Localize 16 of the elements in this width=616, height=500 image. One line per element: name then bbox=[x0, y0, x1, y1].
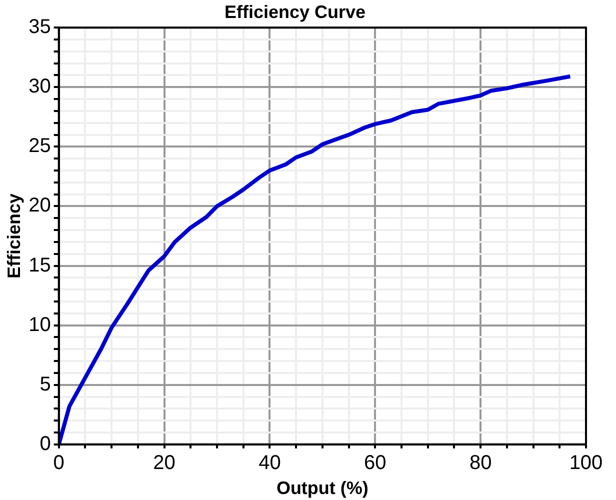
y-tick-label: 20 bbox=[28, 194, 51, 217]
x-tick-label: 80 bbox=[469, 452, 492, 474]
x-axis-title: Output (%) bbox=[276, 478, 368, 498]
x-tick-label: 40 bbox=[258, 452, 281, 474]
y-tick-label: 25 bbox=[28, 135, 51, 158]
y-axis-title: Efficiency bbox=[4, 193, 24, 279]
y-tick-label: 5 bbox=[40, 373, 51, 396]
y-tick-label: 10 bbox=[28, 314, 51, 336]
y-tick-label: 30 bbox=[28, 76, 51, 98]
x-tick-label: 100 bbox=[569, 452, 603, 474]
chart-title: Efficiency Curve bbox=[224, 2, 366, 22]
x-tick-label: 60 bbox=[364, 452, 386, 474]
y-tick-label: 0 bbox=[40, 432, 51, 455]
x-tick-label: 20 bbox=[153, 452, 176, 474]
y-tick-label: 15 bbox=[28, 254, 51, 276]
y-tick-label: 35 bbox=[28, 16, 51, 38]
